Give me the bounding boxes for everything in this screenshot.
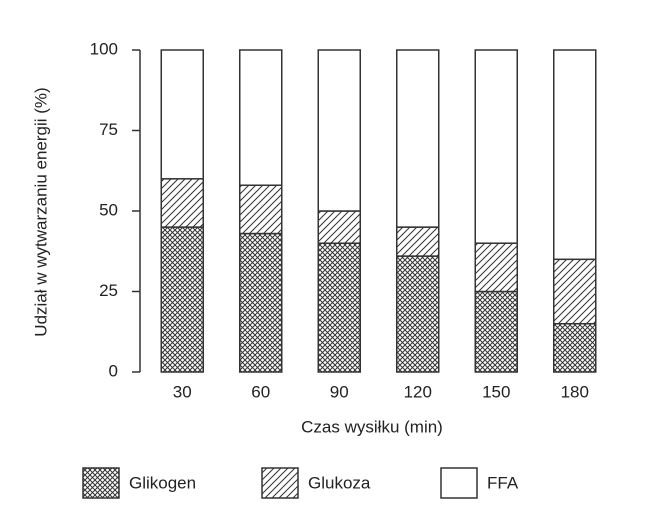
y-tick-label: 25 bbox=[99, 281, 118, 300]
x-tick-label: 180 bbox=[561, 382, 589, 401]
bar-segment bbox=[160, 178, 204, 228]
x-tick-label: 150 bbox=[482, 382, 510, 401]
legend-label: Glikogen bbox=[129, 473, 196, 492]
bar-segment bbox=[160, 49, 204, 180]
bar-segment bbox=[553, 49, 597, 261]
bar-segment bbox=[239, 232, 283, 373]
legend-swatch bbox=[82, 467, 120, 499]
bar-segment bbox=[239, 184, 283, 235]
legend-swatch bbox=[440, 467, 478, 499]
bar-segment bbox=[396, 49, 440, 228]
y-axis-title: Udział w wytwarzaniu energii (%) bbox=[31, 87, 50, 336]
x-tick-label: 120 bbox=[404, 382, 432, 401]
bar-segment bbox=[317, 242, 361, 373]
bar-segment bbox=[239, 49, 283, 186]
bar-segment bbox=[317, 210, 361, 244]
bar-segment bbox=[474, 290, 518, 373]
bar-segment bbox=[553, 322, 597, 373]
x-tick-label: 60 bbox=[251, 382, 270, 401]
bar-segment bbox=[317, 49, 361, 212]
x-tick-label: 90 bbox=[330, 382, 349, 401]
y-tick-label: 100 bbox=[90, 39, 118, 58]
legend-label: Glukoza bbox=[308, 473, 371, 492]
bar-segment bbox=[160, 226, 204, 373]
x-tick-label: 30 bbox=[173, 382, 192, 401]
y-tick-label: 0 bbox=[109, 361, 118, 380]
bar-segment bbox=[474, 49, 518, 244]
bar-segment bbox=[396, 226, 440, 257]
legend-swatch bbox=[261, 467, 299, 499]
y-tick-label: 50 bbox=[99, 200, 118, 219]
bar-segment bbox=[474, 242, 518, 293]
bar-segment bbox=[396, 255, 440, 373]
y-tick-label: 75 bbox=[99, 120, 118, 139]
x-axis-title: Czas wysiłku (min) bbox=[301, 417, 443, 436]
bar-segment bbox=[553, 258, 597, 325]
legend-label: FFA bbox=[487, 473, 519, 492]
